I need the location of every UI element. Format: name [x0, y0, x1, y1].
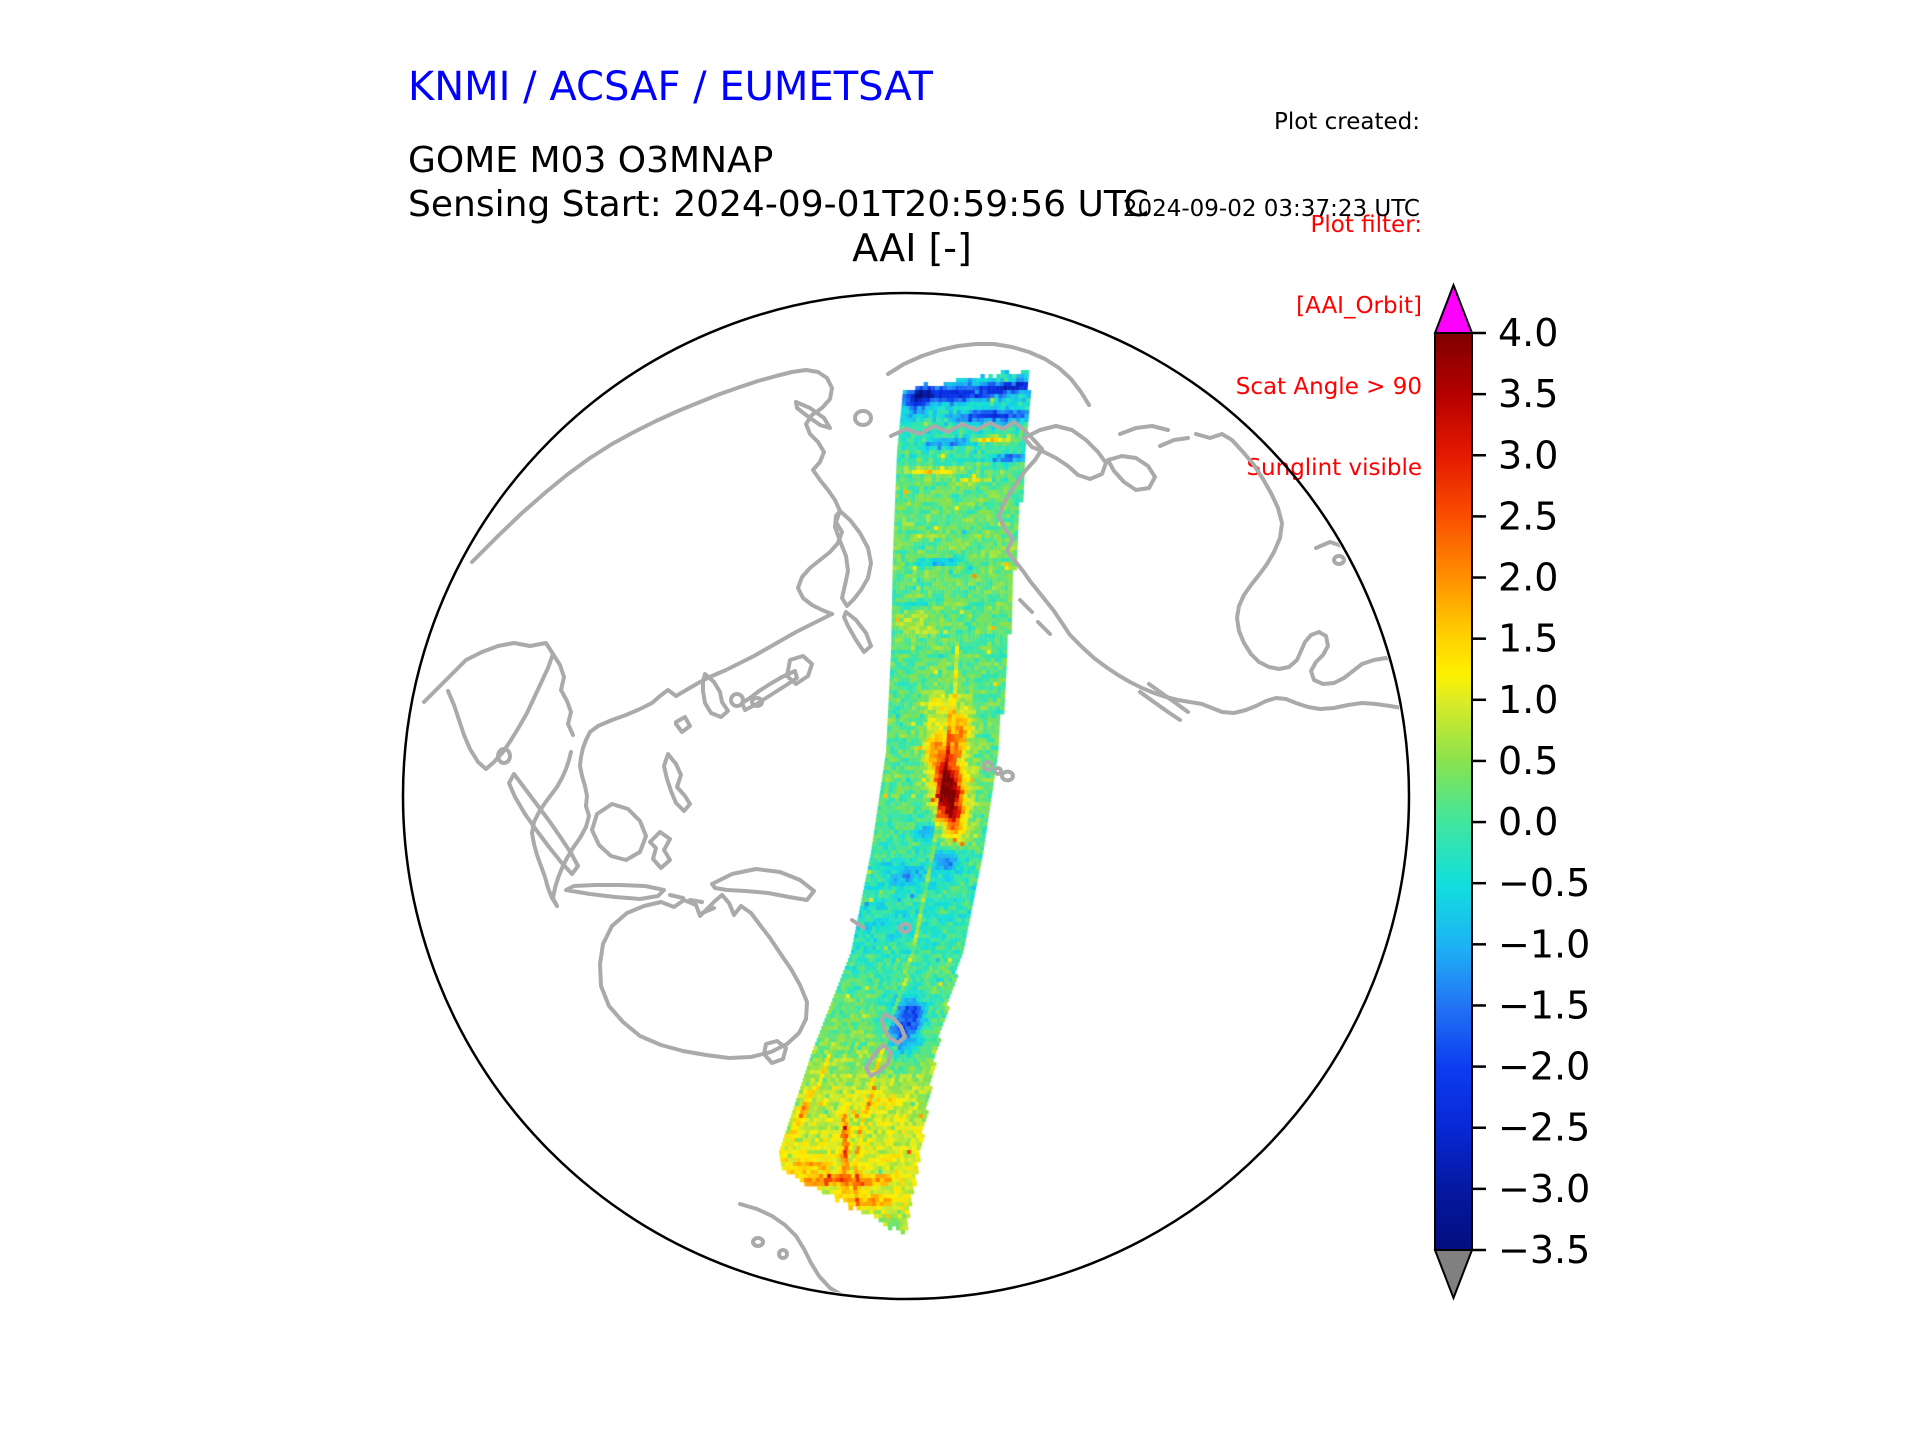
coastline-path [853, 409, 873, 427]
colorbar-under-arrow [1433, 1249, 1474, 1301]
coastline-path [668, 893, 685, 900]
coastline-path [688, 898, 704, 904]
colorbar-tick-label: −2.0 [1498, 1045, 1590, 1089]
coastline-path [898, 922, 912, 934]
coastline-path [507, 772, 580, 876]
colorbar-tick-label: 2.0 [1498, 556, 1558, 600]
coastline-path [796, 468, 844, 616]
coastline-path [422, 641, 555, 771]
coastline-path [794, 400, 832, 430]
coastline-path [738, 1202, 864, 1297]
coastline-path [551, 652, 575, 737]
coastline-path [710, 867, 816, 902]
coastline-path [674, 715, 692, 734]
coastline-path [842, 610, 873, 654]
coastline-path [1147, 682, 1190, 714]
coastline-path [610, 350, 650, 376]
globe-outline [401, 291, 1411, 1301]
coastline-path [886, 342, 1091, 407]
coastline-path [750, 696, 764, 708]
coastline-path [496, 747, 512, 765]
colorbar-tick-label: 0.0 [1498, 800, 1558, 844]
coastline-path [1118, 424, 1170, 436]
coastline-path [598, 893, 809, 1060]
colorbar-tick-label: 1.0 [1498, 678, 1558, 722]
sensing-start: Sensing Start: 2024-09-01T20:59:56 UTC [408, 184, 1149, 225]
colorbar-tick-label: 1.5 [1498, 617, 1558, 661]
coastline-path [470, 368, 834, 564]
coastline-path [1158, 436, 1190, 448]
coastline-path [889, 420, 1404, 715]
coastline-path [864, 1043, 893, 1078]
coastline-path [560, 386, 596, 414]
coastline-path [1000, 769, 1015, 783]
coastline-path [626, 1242, 1174, 1297]
coastline-path [740, 669, 799, 712]
coastline-path [551, 804, 591, 908]
coastline-path [777, 1248, 789, 1260]
org-title: KNMI / ACSAF / EUMETSAT [408, 64, 933, 110]
coastline-path [993, 766, 1003, 776]
colorbar-tick-label: 0.5 [1498, 739, 1558, 783]
coastline-path [701, 672, 730, 719]
coastline-path [833, 509, 873, 608]
coastline-path [578, 612, 834, 808]
coastline-path [518, 424, 554, 454]
coastline-path [850, 918, 866, 930]
colorbar: 4.0 3.5 3.0 2.5 2.0 1.5 1.0 0.5 0.0 −0.5 −1.0 −1.5 −… [1433, 282, 1590, 1301]
colorbar-tick-label: −3.5 [1498, 1228, 1590, 1272]
coastline-path [880, 1012, 907, 1045]
colorbar-tick-label: 4.0 [1498, 311, 1558, 355]
colorbar-tick-label: 2.5 [1498, 494, 1558, 538]
plot-created-label: Plot created: [1273, 109, 1420, 135]
map-title: AAI [-] [852, 226, 972, 270]
colorbar-over-arrow [1433, 282, 1474, 334]
coastline-path [1022, 424, 1108, 481]
colorbar-tick-label: 3.5 [1498, 372, 1558, 416]
coastline-path [1314, 540, 1344, 550]
colorbar-tick-label: −3.0 [1498, 1167, 1590, 1211]
coastline-path [762, 1039, 788, 1065]
colorbar-tick-label: −1.5 [1498, 983, 1590, 1027]
coastline-path [564, 883, 666, 901]
coastline-path [982, 760, 994, 772]
coastline-path [1018, 598, 1034, 614]
coastline-path [648, 830, 672, 870]
colorbar-tick-label: −1.0 [1498, 922, 1590, 966]
coastline-path [530, 750, 573, 908]
coastlines-layer [422, 342, 1404, 1297]
coastline-path [751, 1236, 765, 1248]
colorbar-tick-label: −0.5 [1498, 861, 1590, 905]
plot-created-block: Plot created: 2024-09-02 03:37:23 UTC [1123, 50, 1420, 282]
product-title: GOME M03 O3MNAP [408, 140, 774, 181]
colorbar-bar [1434, 332, 1473, 1251]
plot-created-time: 2024-09-02 03:37:23 UTC [1122, 196, 1420, 222]
coastline-path [662, 752, 692, 813]
colorbar-tick-label: 3.0 [1498, 433, 1558, 477]
coastline-path [1332, 554, 1346, 566]
coastline-path [1106, 454, 1157, 492]
coastline-path [1138, 690, 1182, 722]
coastline-path [729, 692, 745, 708]
coastline-path [1036, 620, 1052, 636]
coastline-path [590, 802, 648, 862]
coastline-path [1194, 432, 1400, 686]
colorbar-tick-label: −2.5 [1498, 1106, 1590, 1150]
